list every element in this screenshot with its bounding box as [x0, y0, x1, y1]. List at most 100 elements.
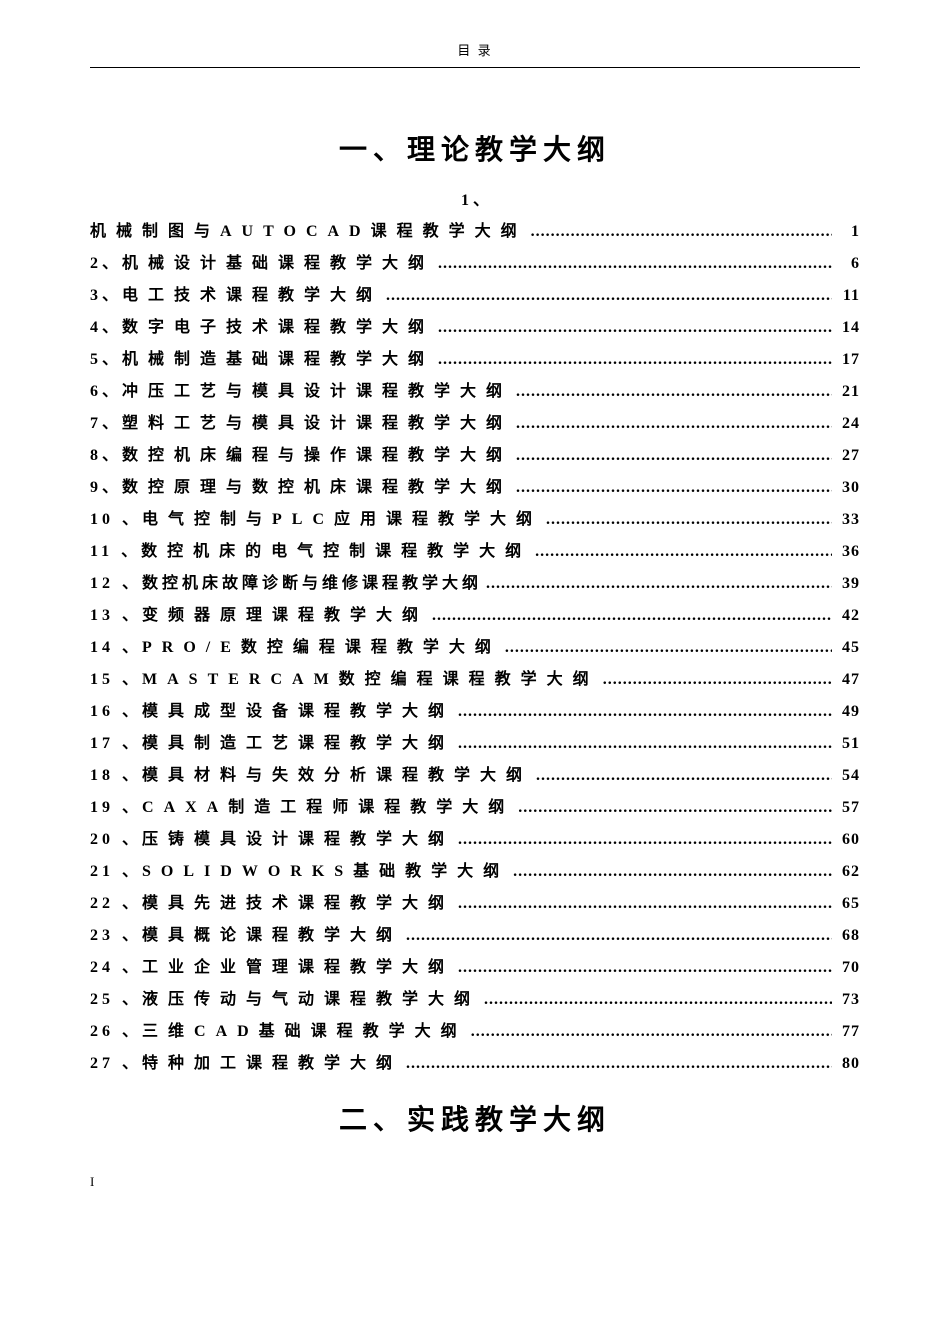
toc-dots: ........................................… — [532, 768, 832, 784]
toc-prefix: 21 、 — [90, 864, 142, 880]
header-label: 目 录 — [90, 40, 860, 59]
toc-title: 电工技术课程教学大纲 — [122, 288, 382, 304]
toc-page: 54 — [832, 768, 860, 784]
toc-title: CAXA制造工程师课程教学大纲 — [142, 800, 514, 816]
toc-row: 17 、模具制造工艺课程教学大纲........................… — [90, 736, 860, 752]
toc-title: 数控机床故障诊断与维修课程教学大纲 — [142, 576, 482, 592]
toc-prefix: 5、 — [90, 352, 122, 368]
toc-dots: ........................................… — [599, 672, 832, 688]
toc-title: 冲压工艺与模具设计课程教学大纲 — [122, 384, 512, 400]
toc-dots: ........................................… — [454, 896, 832, 912]
toc-row: 7、塑料工艺与模具设计课程教学大纲.......................… — [90, 416, 860, 432]
toc-page: 24 — [832, 416, 860, 432]
toc-prefix: 7、 — [90, 416, 122, 432]
toc-title: 机械制图与AUTOCAD课程教学大纲 — [90, 224, 527, 240]
toc-page: 30 — [832, 480, 860, 496]
toc-row: 21 、SOLIDWORKS基础教学大纲....................… — [90, 864, 860, 880]
toc-dots: ........................................… — [512, 384, 832, 400]
toc-title: 模具概论课程教学大纲 — [142, 928, 402, 944]
toc-title: 电气控制与PLC应用课程教学大纲 — [142, 512, 542, 528]
toc-page: 65 — [832, 896, 860, 912]
toc-title: MASTERCAM数控编程课程教学大纲 — [142, 672, 599, 688]
toc-row: 25 、液压传动与气动课程教学大纲.......................… — [90, 992, 860, 1008]
toc-title: SOLIDWORKS基础教学大纲 — [142, 864, 509, 880]
toc-dots: ........................................… — [527, 224, 832, 240]
toc-title: 模具制造工艺课程教学大纲 — [142, 736, 454, 752]
toc-page: 14 — [832, 320, 860, 336]
toc-title: 三维CAD基础课程教学大纲 — [142, 1024, 467, 1040]
toc-row: 26 、三维CAD基础课程教学大纲.......................… — [90, 1024, 860, 1040]
toc-title: 特种加工课程教学大纲 — [142, 1056, 402, 1072]
toc-dots: ........................................… — [542, 512, 832, 528]
toc-title: 塑料工艺与模具设计课程教学大纲 — [122, 416, 512, 432]
toc-dots: ........................................… — [512, 448, 832, 464]
toc-page: 45 — [832, 640, 860, 656]
toc-dots: ........................................… — [454, 960, 832, 976]
toc-dots: ........................................… — [428, 608, 832, 624]
toc-page: 77 — [832, 1024, 860, 1040]
toc-page: 80 — [832, 1056, 860, 1072]
toc-row: 24 、工业企业管理课程教学大纲........................… — [90, 960, 860, 976]
toc-prefix: 2、 — [90, 256, 122, 272]
toc-prefix: 8、 — [90, 448, 122, 464]
toc-prefix: 14 、 — [90, 640, 142, 656]
toc-dots: ........................................… — [501, 640, 832, 656]
toc-prefix: 13 、 — [90, 608, 142, 624]
toc-dots: ........................................… — [434, 320, 832, 336]
footer-page-roman: I — [90, 1174, 860, 1190]
toc-dots: ........................................… — [402, 928, 832, 944]
toc-dots: ........................................… — [480, 992, 832, 1008]
toc-title: 变频器原理课程教学大纲 — [142, 608, 428, 624]
toc-title: 压铸模具设计课程教学大纲 — [142, 832, 454, 848]
toc-title: 数控机床编程与操作课程教学大纲 — [122, 448, 512, 464]
toc-row: 9、数控原理与数控机床课程教学大纲.......................… — [90, 480, 860, 496]
toc-prefix: 23 、 — [90, 928, 142, 944]
toc-page: 47 — [832, 672, 860, 688]
toc-row: 10 、电气控制与PLC应用课程教学大纲....................… — [90, 512, 860, 528]
toc-page: 11 — [832, 288, 860, 304]
toc-page: 36 — [832, 544, 860, 560]
toc-dots: ........................................… — [382, 288, 832, 304]
first-index-label: 1 、 — [90, 186, 860, 210]
toc-page: 42 — [832, 608, 860, 624]
toc-row: 22 、模具先进技术课程教学大纲........................… — [90, 896, 860, 912]
toc-dots: ........................................… — [531, 544, 832, 560]
toc-row: 6、冲压工艺与模具设计课程教学大纲.......................… — [90, 384, 860, 400]
toc-dots: ........................................… — [512, 416, 832, 432]
toc-page: 27 — [832, 448, 860, 464]
toc-page: 62 — [832, 864, 860, 880]
toc-row: 18 、模具材料与失效分析课程教学大纲.....................… — [90, 768, 860, 784]
toc-dots: ........................................… — [454, 704, 832, 720]
toc-prefix: 19 、 — [90, 800, 142, 816]
toc-dots: ........................................… — [402, 1056, 832, 1072]
toc-row: 11 、数控机床的电气控制课程教学大纲.....................… — [90, 544, 860, 560]
toc-dots: ........................................… — [509, 864, 832, 880]
toc-dots: ........................................… — [482, 576, 832, 592]
toc-title: 数控机床的电气控制课程教学大纲 — [141, 544, 531, 560]
toc-prefix: 16 、 — [90, 704, 142, 720]
toc-title: 液压传动与气动课程教学大纲 — [142, 992, 480, 1008]
toc-dots: ........................................… — [467, 1024, 832, 1040]
toc-prefix: 27 、 — [90, 1056, 142, 1072]
toc-row: 27 、特种加工课程教学大纲..........................… — [90, 1056, 860, 1072]
header-underline — [90, 67, 860, 68]
toc-row: 2、机械设计基础课程教学大纲..........................… — [90, 256, 860, 272]
toc-page: 33 — [832, 512, 860, 528]
section2-title: 二、实践教学大纲 — [90, 1098, 860, 1138]
toc-row: 20 、压铸模具设计课程教学大纲........................… — [90, 832, 860, 848]
toc-dots: ........................................… — [434, 256, 832, 272]
toc-page: 17 — [832, 352, 860, 368]
toc-dots: ........................................… — [434, 352, 832, 368]
toc-dots: ........................................… — [512, 480, 832, 496]
toc-prefix: 18 、 — [90, 768, 142, 784]
toc-row: 16 、模具成型设备课程教学大纲........................… — [90, 704, 860, 720]
toc-title: 模具成型设备课程教学大纲 — [142, 704, 454, 720]
toc-prefix: 20 、 — [90, 832, 142, 848]
toc-row: 12 、数控机床故障诊断与维修课程教学大纲...................… — [90, 576, 860, 592]
toc-dots: ........................................… — [514, 800, 832, 816]
toc-prefix: 24 、 — [90, 960, 142, 976]
toc-row: 23 、模具概论课程教学大纲..........................… — [90, 928, 860, 944]
toc-row: 19 、CAXA制造工程师课程教学大纲.....................… — [90, 800, 860, 816]
toc-title: 数字电子技术课程教学大纲 — [122, 320, 434, 336]
toc-row: 5、机械制造基础课程教学大纲..........................… — [90, 352, 860, 368]
